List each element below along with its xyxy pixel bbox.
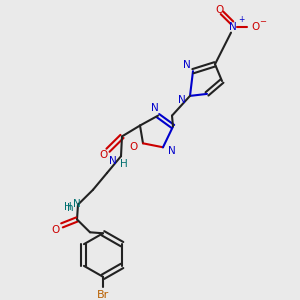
Text: O: O [100, 150, 108, 160]
Text: h: h [67, 202, 73, 213]
Text: Br: Br [97, 290, 109, 300]
Text: N: N [178, 95, 186, 105]
Text: N: N [151, 103, 159, 113]
Text: N: N [109, 156, 117, 166]
Text: N: N [168, 146, 176, 156]
Text: +: + [238, 15, 244, 24]
Text: −: − [260, 17, 266, 26]
Text: N: N [73, 199, 81, 208]
Text: N: N [183, 60, 191, 70]
Text: O: O [251, 22, 259, 32]
Text: O: O [216, 5, 224, 15]
Text: O: O [52, 225, 60, 235]
Text: O: O [130, 142, 138, 152]
Text: N: N [229, 22, 237, 32]
Text: H: H [64, 202, 72, 212]
Text: H: H [120, 159, 128, 169]
